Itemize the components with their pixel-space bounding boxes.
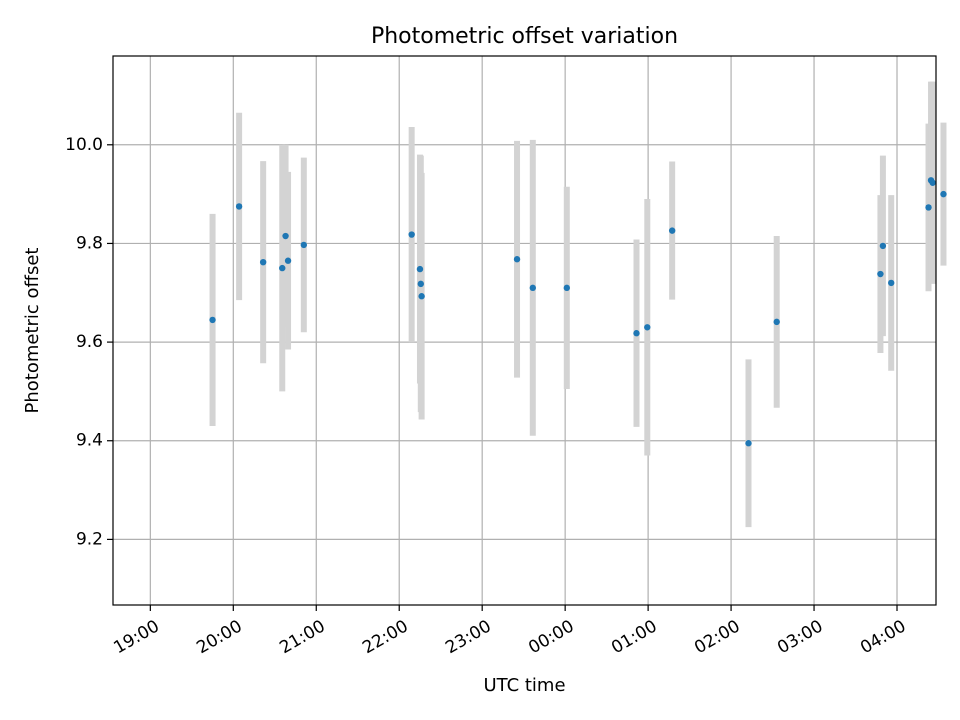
y-tick-label: 9.8 — [76, 233, 103, 253]
plot-frame — [112, 55, 937, 606]
data-point — [284, 257, 292, 264]
y-axis-label: Photometric offset — [22, 248, 43, 414]
x-tick-label: 04:00 — [857, 616, 909, 658]
data-point — [279, 264, 286, 272]
data-point — [416, 265, 424, 273]
y-tick-label: 9.4 — [76, 431, 103, 451]
y-axis-ticks: 9.2 9.4 9.6 9.8 10.0 — [65, 135, 113, 549]
data-point — [300, 241, 308, 249]
data-point — [633, 330, 640, 337]
data-point — [235, 203, 243, 210]
x-tick-label: 20:00 — [193, 616, 245, 658]
x-tick-label: 19:00 — [110, 616, 162, 658]
error-bars — [209, 81, 947, 528]
y-tick-label: 9.2 — [76, 529, 103, 549]
y-tick-label: 10.0 — [65, 135, 103, 155]
y-tick-label: 9.6 — [76, 332, 103, 352]
x-tick-label: 00:00 — [525, 616, 577, 658]
x-axis-label: UTC time — [483, 675, 565, 696]
x-tick-label: 23:00 — [442, 616, 494, 658]
data-point — [417, 280, 424, 288]
data-point — [259, 258, 267, 266]
data-point — [925, 204, 932, 211]
data-point — [940, 190, 947, 198]
data-point — [408, 231, 415, 238]
data-point — [887, 279, 895, 287]
data-point — [529, 284, 536, 292]
data-point — [879, 242, 887, 250]
x-tick-label: 02:00 — [691, 616, 743, 658]
chart-title: Photometric offset variation — [371, 24, 678, 49]
data-point — [513, 256, 521, 263]
data-point — [877, 270, 884, 278]
data-point — [563, 284, 571, 292]
x-tick-label: 03:00 — [774, 616, 826, 658]
data-point — [418, 293, 425, 300]
data-point — [644, 324, 651, 331]
data-point — [773, 318, 780, 326]
data-point — [209, 316, 216, 324]
data-point — [668, 227, 676, 234]
data-points — [209, 177, 947, 447]
x-axis-ticks: 19:00 20:00 21:00 22:00 23:00 00:00 01:00 02:00… — [110, 605, 910, 658]
data-point — [929, 179, 936, 186]
x-tick-label: 01:00 — [608, 616, 660, 658]
x-tick-label: 21:00 — [276, 616, 328, 658]
x-tick-label: 22:00 — [359, 616, 411, 658]
data-point — [745, 440, 752, 447]
data-point — [282, 232, 289, 240]
